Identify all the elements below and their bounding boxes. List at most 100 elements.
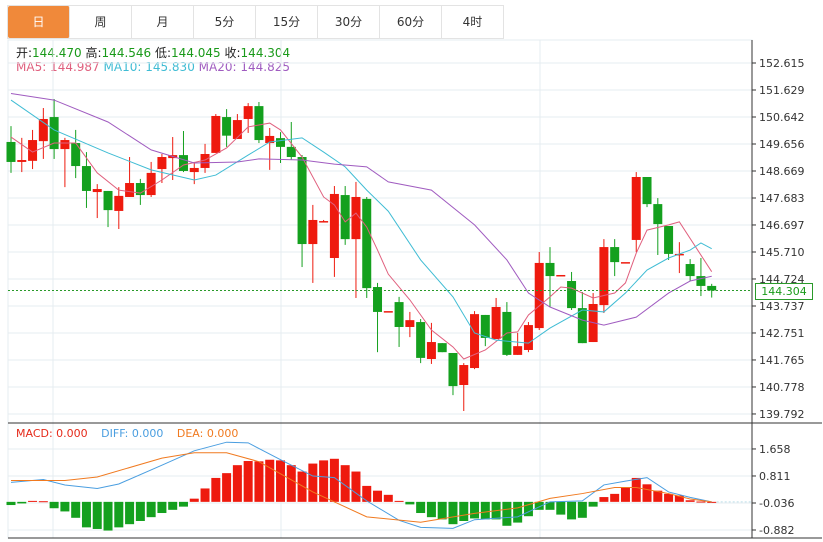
macd-bar-negative [71,501,81,518]
candle-up [459,365,469,386]
period-tabs: 日周月 5分 15分 30分 60分 4时 [7,5,504,39]
candle-down [178,155,188,171]
tab-period-1[interactable]: 周 [70,6,132,38]
current-price-tag: 144.304 [755,283,813,300]
candle-down [642,176,652,205]
macd-tick-label: -0.882 [759,524,794,537]
candle-up [28,140,38,161]
candle-up [426,342,436,360]
macd-bar-positive [222,473,232,502]
tab-period-3[interactable]: 5分 [194,6,256,38]
candle-down [276,138,285,147]
candle-down [6,141,16,162]
ma10-line [10,99,712,344]
price-tick-label: 146.697 [759,219,805,232]
price-tick-label: 148.669 [759,165,805,178]
candle-down [222,117,232,136]
macd-bar-positive [631,477,641,502]
macd-bar-positive [276,460,285,502]
candle-up [534,262,544,329]
candle-down [437,343,447,353]
macd-bar-positive [373,490,383,502]
close-label: 收: [224,46,241,60]
macd-bar-negative [416,501,426,514]
macd-bar-negative [6,501,16,506]
macd-bar-negative [146,501,156,518]
macd-tick-label: 0.811 [759,470,791,483]
macd-bar-negative [125,501,135,525]
macd-bar-negative [567,501,577,520]
macd-bar-positive [362,485,372,502]
candle-up [470,314,480,369]
macd-bar-positive [620,487,630,502]
macd-bar-negative [459,501,469,521]
ma20-line [10,93,712,326]
macd-bar-negative [545,501,555,510]
candle-down [610,247,620,263]
macd-bar-positive [211,477,221,502]
candle-up [92,189,102,193]
macd-bar-negative [405,501,415,505]
tab-period-2[interactable]: 月 [132,6,194,38]
price-tick-label: 140.778 [759,381,805,394]
macd-bar-positive [685,500,695,502]
candle-down [135,183,145,196]
candle-up [556,274,566,277]
macd-bar-positive [340,465,350,502]
candle-up [319,221,329,223]
tab-period-4[interactable]: 15分 [256,6,318,38]
candle-up [17,160,27,162]
open-label: 开: [16,46,33,60]
candle-down [49,117,59,150]
dea-line [11,452,712,523]
candle-up [523,325,533,350]
macd-bar-negative [135,501,145,521]
candle-up [599,247,609,306]
ohlc-legend: 开:144.470 高:144.546 低:144.045 收:144.304 [16,44,290,61]
price-tick-label: 152.615 [759,57,805,70]
macd-bar-positive [297,471,307,502]
macd-bar-negative [588,501,598,507]
candle-down [71,143,81,167]
diff-line [10,441,712,529]
tab-period-0[interactable]: 日 [8,6,70,38]
macd-bar-positive [599,497,609,502]
macd-bar-negative [448,501,458,525]
candle-down [480,314,490,338]
candle-up [308,219,318,245]
tab-period-7[interactable]: 4时 [442,6,504,38]
price-tick-label: 139.792 [759,408,805,421]
high-value: 144.546 [101,46,152,60]
dea-legend-value: DEA: 0.000 [176,427,239,440]
macd-bar-negative [49,501,59,509]
macd-bar-negative [103,501,113,531]
price-tick-label: 142.751 [759,327,805,340]
macd-bar-negative [513,501,523,523]
candle-down [416,322,426,358]
candle-up [491,307,501,340]
open-value: 144.470 [32,46,82,60]
price-tick-label: 147.683 [759,192,805,205]
tab-period-5[interactable]: 30分 [318,6,380,38]
close-value: 144.304 [240,46,291,60]
macd-bar-positive [189,498,199,502]
candle-down [286,146,296,158]
macd-bar-positive [642,484,652,502]
macd-tick-label: 1.658 [759,443,791,456]
candle-up [329,193,339,259]
candle-up [114,195,124,211]
price-tick-label: 144.724 [759,273,805,286]
candle-up [60,140,70,150]
price-tick-label: 150.642 [759,111,805,124]
tab-period-6[interactable]: 60分 [380,6,442,38]
candle-up [383,311,393,313]
macd-bar-negative [437,501,447,520]
macd-bar-positive [308,463,318,502]
candle-up [513,346,523,355]
diff-legend-value: DIFF: 0.000 [101,427,164,440]
candle-up [351,196,361,240]
candle-down [103,190,113,211]
price-tick-label: 145.710 [759,246,805,259]
candle-up [631,176,641,240]
